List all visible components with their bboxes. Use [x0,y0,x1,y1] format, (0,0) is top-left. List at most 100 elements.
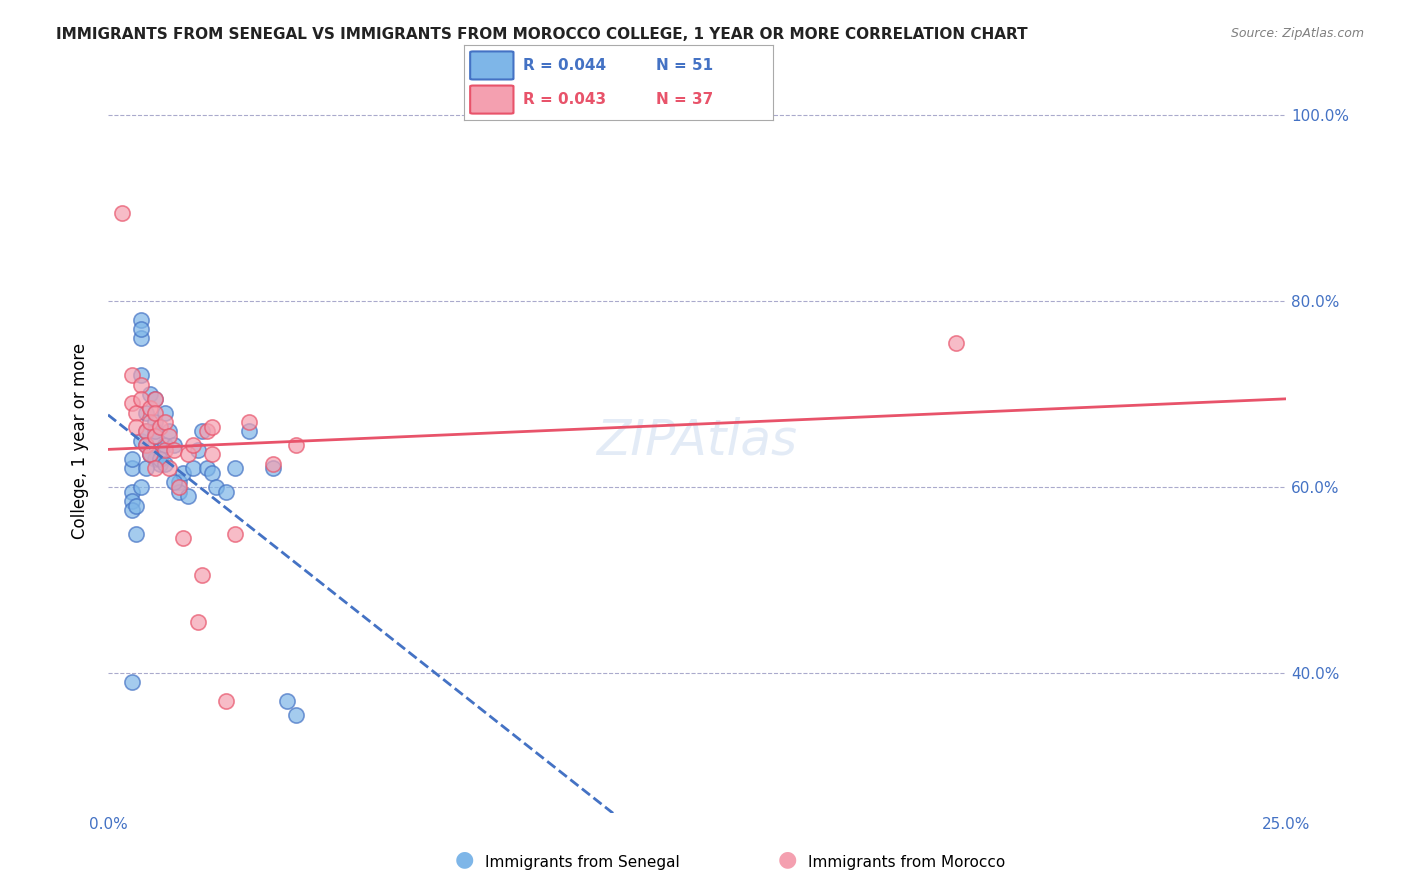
Point [149,457,172,471]
Point [177,489,200,503]
Point [153,415,176,429]
Point [125,499,148,513]
Point [135,406,157,420]
Point [262,461,284,475]
Point [125,419,148,434]
Text: IMMIGRANTS FROM SENEGAL VS IMMIGRANTS FROM MOROCCO COLLEGE, 1 YEAR OR MORE CORRE: IMMIGRANTS FROM SENEGAL VS IMMIGRANTS FR… [56,27,1028,42]
Point [149,419,172,434]
Point [181,461,204,475]
Point [163,442,186,457]
Point [238,424,260,438]
Point [195,424,218,438]
Point [139,448,162,462]
Point [285,707,308,722]
Point [135,424,157,438]
Point [135,424,157,438]
Point [139,401,162,415]
Text: ●: ● [454,850,474,870]
Point [121,484,143,499]
Text: N = 37: N = 37 [655,92,713,107]
Point [129,392,152,406]
Point [172,466,194,480]
Point [186,615,208,629]
Point [186,442,208,457]
Point [135,461,157,475]
Point [191,424,214,438]
Point [121,461,143,475]
Point [121,494,143,508]
Point [172,531,194,545]
Point [191,568,214,582]
Text: ZIPAtlas: ZIPAtlas [596,417,797,465]
Point [129,377,152,392]
Point [262,457,284,471]
Point [143,415,166,429]
Text: Immigrants from Senegal: Immigrants from Senegal [485,855,681,870]
Point [153,406,176,420]
Point [139,448,162,462]
Text: Source: ZipAtlas.com: Source: ZipAtlas.com [1230,27,1364,40]
Point [157,461,180,475]
Point [139,448,162,462]
Text: R = 0.043: R = 0.043 [523,92,606,107]
Text: R = 0.044: R = 0.044 [523,58,606,72]
Point [201,466,224,480]
Point [945,335,967,350]
Point [153,442,176,457]
Point [135,438,157,452]
Point [149,442,172,457]
Point [135,438,157,452]
Point [238,415,260,429]
Point [153,457,176,471]
Point [276,694,298,708]
Point [143,461,166,475]
Point [167,484,190,499]
Point [163,475,186,490]
Text: ●: ● [778,850,797,870]
Point [163,438,186,452]
Point [215,484,238,499]
Point [143,429,166,443]
Point [143,406,166,420]
Point [121,503,143,517]
Point [143,392,166,406]
Point [201,448,224,462]
Point [129,434,152,448]
Point [129,312,152,326]
Point [143,424,166,438]
Point [224,526,246,541]
Point [167,475,190,490]
Point [157,429,180,443]
Point [129,480,152,494]
Point [139,387,162,401]
Point [129,331,152,345]
Point [111,205,134,219]
Point [224,461,246,475]
Point [143,429,166,443]
Point [195,461,218,475]
Text: N = 51: N = 51 [655,58,713,72]
Point [139,415,162,429]
Point [205,480,228,494]
Point [143,452,166,467]
Point [125,406,148,420]
Text: Immigrants from Morocco: Immigrants from Morocco [808,855,1005,870]
Point [121,452,143,467]
Point [121,675,143,690]
Point [167,480,190,494]
Point [129,322,152,336]
Point [215,694,238,708]
Point [181,438,204,452]
FancyBboxPatch shape [470,52,513,79]
Point [177,448,200,462]
Point [149,452,172,467]
Point [201,419,224,434]
Point [157,424,180,438]
FancyBboxPatch shape [470,86,513,113]
Point [129,368,152,383]
Point [143,392,166,406]
Point [121,396,143,410]
Y-axis label: College, 1 year or more: College, 1 year or more [72,343,89,539]
Point [153,438,176,452]
Point [121,368,143,383]
